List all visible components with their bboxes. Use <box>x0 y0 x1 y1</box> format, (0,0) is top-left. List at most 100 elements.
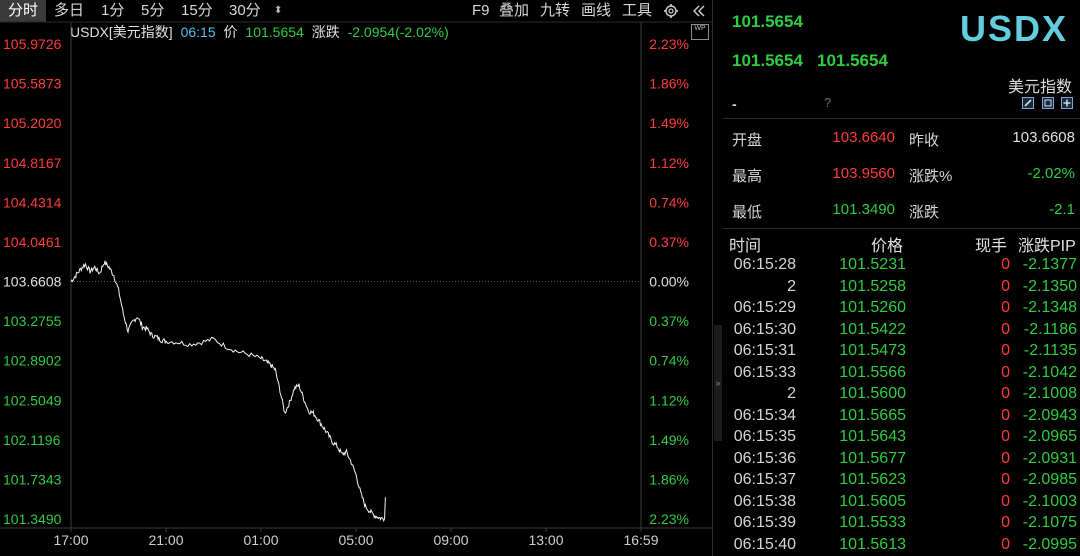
double-chevron-left-icon[interactable] <box>692 0 708 22</box>
intraday-chart[interactable]: 105.9726 2.23% 105.5873 1.86% 105.2020 1.49% 1… <box>0 0 712 556</box>
trade-row: 06:15:33 101.5566 0 -2.1042 <box>723 362 1080 384</box>
price-line <box>70 260 386 523</box>
pct-tick-label: 1.86% <box>649 76 689 92</box>
bid-price: 101.5654 <box>732 51 803 70</box>
trade-pip: -2.0985 <box>1022 471 1077 488</box>
trade-pip: -2.1003 <box>1022 492 1077 510</box>
trade-row: 06:15:39 101.5533 0 -2.1075 <box>723 512 1080 534</box>
period-toolbar: 分时 多日 1分 5分 15分 30分 ⬍ F9 叠加 九转 画线 工具 <box>0 0 712 22</box>
trade-time: 06:15:34 <box>733 406 796 424</box>
y-tick-label: 104.0461 <box>3 234 62 250</box>
pct-tick-label: 2.23% <box>649 36 689 52</box>
trade-volume: 0 <box>1001 449 1010 467</box>
col-pip: 涨跌PIP <box>1018 238 1076 255</box>
y-tick-label: 101.3490 <box>3 511 62 527</box>
trade-price: 101.5613 <box>839 535 906 553</box>
quote-change-label: 涨跌 <box>311 24 340 40</box>
trade-row: 2 101.5258 0 -2.1350 <box>723 276 1080 298</box>
prev-close-label: 昨收 <box>909 132 940 149</box>
y-tick-label: 102.1196 <box>3 432 61 448</box>
more-periods-dropdown-icon[interactable]: ⬍ <box>274 5 283 16</box>
symbol-title: USDX <box>959 8 1068 49</box>
trade-pip: -2.0931 <box>1022 449 1077 467</box>
trade-row: 06:15:28 101.5231 0 -2.1377 <box>723 254 1080 276</box>
trade-time: 2 <box>787 277 796 295</box>
trade-price: 101.5258 <box>839 277 906 295</box>
trade-price: 101.5533 <box>839 514 906 531</box>
pct-tick-label: 0.00% <box>649 274 689 290</box>
trade-row: 06:15:30 101.5422 0 -2.1186 <box>723 319 1080 341</box>
y-tick-label: 105.5873 <box>3 76 62 92</box>
trade-volume: 0 <box>1001 385 1010 402</box>
trade-volume: 0 <box>1001 277 1010 295</box>
f9-button[interactable]: F9 <box>472 2 490 19</box>
wp-badge-icon[interactable]: WP <box>691 24 709 40</box>
tab-intraday[interactable]: 分时 <box>0 0 46 22</box>
x-tick-label: 13:00 <box>528 532 563 548</box>
col-time: 时间 <box>729 238 762 255</box>
tab-multi-day[interactable]: 多日 <box>54 2 85 19</box>
trade-price: 101.5566 <box>839 363 906 381</box>
pct-tick-label: 1.49% <box>649 432 689 448</box>
tab-15min[interactable]: 15分 <box>181 2 213 19</box>
help-icon[interactable]: ? <box>824 95 832 110</box>
panel-actions <box>1019 96 1073 110</box>
trade-pip: -2.0965 <box>1022 428 1077 445</box>
add-icon[interactable] <box>1061 96 1073 109</box>
last-price: 101.5654 <box>732 12 803 31</box>
change-value: -2.1 <box>1049 201 1075 218</box>
trade-time: 06:15:39 <box>733 514 796 531</box>
pct-tick-label: 0.74% <box>649 194 689 210</box>
y-tick-label: 105.9726 <box>3 36 62 52</box>
trade-volume: 0 <box>1001 471 1010 488</box>
col-volume: 现手 <box>975 238 1008 255</box>
trade-price: 101.5665 <box>839 406 906 424</box>
trade-volume: 0 <box>1001 363 1010 381</box>
y-tick-label: 101.7343 <box>3 471 62 487</box>
trade-volume: 0 <box>1001 535 1010 553</box>
y-tick-label: 103.6608 <box>3 274 62 290</box>
trade-row: 06:15:29 101.5260 0 -2.1348 <box>723 297 1080 319</box>
x-tick-label: 21:00 <box>148 532 183 548</box>
draw-line-button[interactable]: 画线 <box>581 2 612 19</box>
trades-header: 时间 价格 现手 涨跌PIP <box>723 232 1080 255</box>
trade-pip: -2.1042 <box>1022 363 1077 381</box>
placeholder-dash: - <box>732 96 737 112</box>
tab-30min[interactable]: 30分 <box>229 2 261 19</box>
tools-button[interactable]: 工具 <box>622 2 653 19</box>
trade-time: 06:15:30 <box>733 320 796 338</box>
trade-row: 06:15:38 101.5605 0 -2.1003 <box>723 491 1080 513</box>
pct-tick-label: 1.49% <box>649 115 689 131</box>
change-pct-label: 涨跌% <box>909 168 953 185</box>
nine-turn-button[interactable]: 九转 <box>540 2 571 19</box>
trade-row: 06:15:31 101.5473 0 -2.1135 <box>723 340 1080 362</box>
y-tick-label: 103.2755 <box>3 313 62 329</box>
trade-volume: 0 <box>1001 320 1010 338</box>
open-value: 103.6640 <box>832 129 895 146</box>
trade-pip: -2.1135 <box>1023 342 1077 359</box>
overlay-button[interactable]: 叠加 <box>499 2 530 19</box>
panel-divider <box>712 0 722 556</box>
high-value: 103.9560 <box>832 165 895 182</box>
trade-time: 06:15:28 <box>733 256 796 273</box>
tab-5min[interactable]: 5分 <box>141 2 165 19</box>
chart-panel: 分时 多日 1分 5分 15分 30分 ⬍ F9 叠加 九转 画线 工具 USD… <box>0 0 712 556</box>
trade-pip: -2.1186 <box>1023 320 1077 338</box>
low-value: 101.3490 <box>832 201 895 218</box>
quote-symbol: USDX[美元指数] <box>70 24 173 40</box>
gear-icon[interactable] <box>663 0 681 22</box>
tab-1min[interactable]: 1分 <box>101 2 125 19</box>
collapse-panel-handle[interactable]: » <box>714 325 722 441</box>
trades-list[interactable]: 06:15:28 101.5231 0 -2.1377 2 101.5258 0 -2.135… <box>723 254 1080 555</box>
pct-tick-label: 2.23% <box>649 511 689 527</box>
edit-icon[interactable] <box>1022 96 1035 109</box>
trade-row: 06:15:40 101.5613 0 -2.0995 <box>723 534 1080 556</box>
window-icon[interactable] <box>1041 96 1054 109</box>
trade-pip: -2.1008 <box>1022 385 1077 402</box>
trade-time: 06:15:29 <box>733 299 796 316</box>
symbol-name: 美元指数 <box>1007 79 1072 96</box>
trade-volume: 0 <box>1001 299 1010 316</box>
y-tick-label: 102.5049 <box>3 392 62 408</box>
trade-row: 06:15:36 101.5677 0 -2.0931 <box>723 448 1080 470</box>
trade-volume: 0 <box>1001 428 1010 445</box>
